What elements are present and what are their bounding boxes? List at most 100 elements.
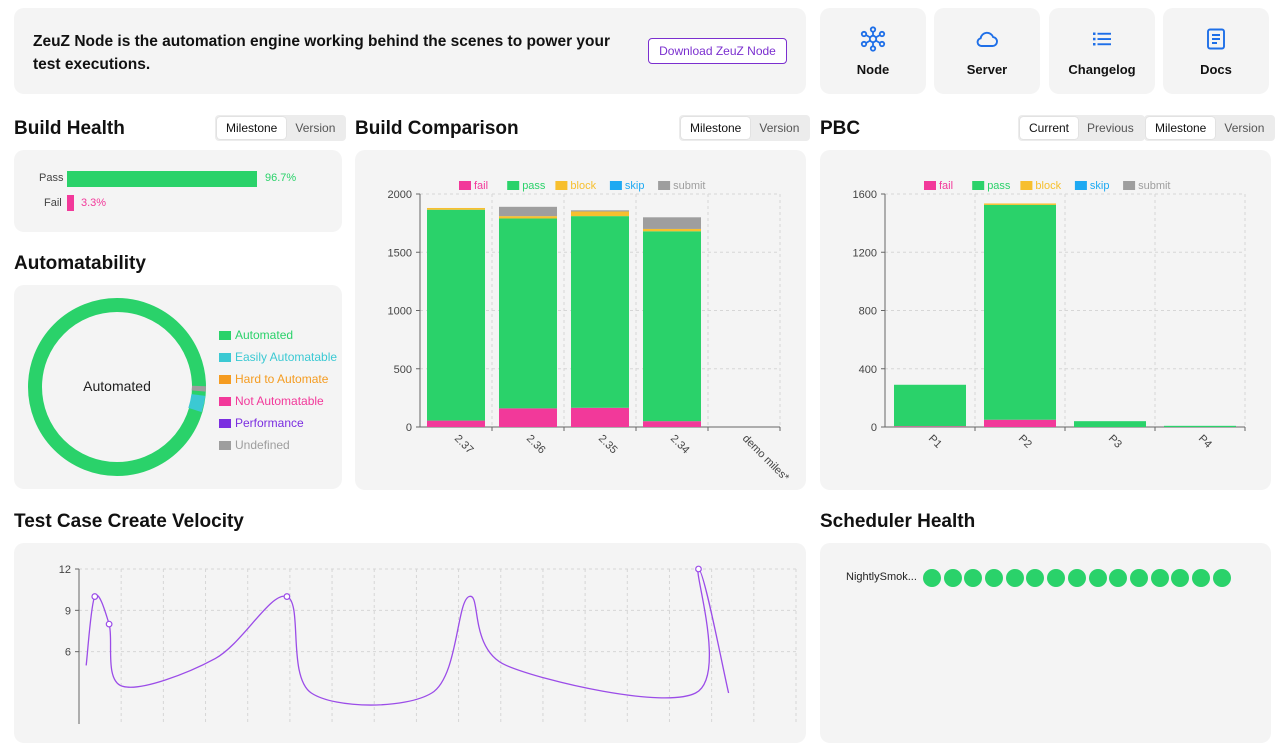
legend-swatch-pass bbox=[972, 181, 984, 190]
fail-label: Fail bbox=[44, 197, 62, 209]
y-tick-label: 9 bbox=[65, 605, 71, 617]
legend-automated: Automated bbox=[219, 328, 337, 342]
y-tick-label: 1200 bbox=[853, 247, 877, 259]
bar-fail bbox=[427, 421, 485, 427]
legend-label-skip: skip bbox=[625, 180, 645, 192]
docs-button[interactable]: Docs bbox=[1163, 8, 1269, 94]
list-icon bbox=[1089, 26, 1115, 52]
bar-fail bbox=[894, 426, 966, 427]
changelog-label: Changelog bbox=[1068, 62, 1135, 77]
scheduler-run-dot[interactable] bbox=[923, 569, 941, 587]
pbc-version-tab[interactable]: Version bbox=[1215, 117, 1273, 139]
y-tick-label: 500 bbox=[394, 364, 412, 376]
scheduler-run-dot[interactable] bbox=[1213, 569, 1231, 587]
y-tick-label: 12 bbox=[59, 564, 71, 576]
scheduler-run-dot[interactable] bbox=[944, 569, 962, 587]
fail-value: 3.3% bbox=[81, 197, 106, 209]
build-comparison-toggle: Milestone Version bbox=[679, 115, 810, 141]
bar-submit bbox=[643, 217, 701, 229]
scheduler-run-dot[interactable] bbox=[1130, 569, 1148, 587]
scheduler-health-title: Scheduler Health bbox=[820, 511, 975, 533]
bar-submit bbox=[499, 207, 557, 216]
pbc-scope-toggle: Milestone Version bbox=[1144, 115, 1275, 141]
build-comparison-milestone-tab[interactable]: Milestone bbox=[681, 117, 750, 139]
scheduler-run-dot[interactable] bbox=[964, 569, 982, 587]
download-node-button[interactable]: Download ZeuZ Node bbox=[648, 38, 787, 64]
legend-label-fail: fail bbox=[474, 180, 488, 192]
bar-pass bbox=[894, 385, 966, 427]
x-tick-label: P2 bbox=[1016, 433, 1034, 451]
legend-easily-automatable: Easily Automatable bbox=[219, 350, 337, 364]
legend-label-pass: pass bbox=[522, 180, 546, 192]
y-tick-label: 1600 bbox=[853, 189, 877, 201]
scheduler-row-label[interactable]: NightlySmok... bbox=[846, 571, 917, 583]
bar-pass bbox=[1164, 426, 1236, 427]
scheduler-run-dot[interactable] bbox=[1089, 569, 1107, 587]
y-tick-label: 2000 bbox=[388, 189, 412, 201]
cloud-icon bbox=[974, 26, 1000, 52]
legend-swatch-skip bbox=[1075, 181, 1087, 190]
scheduler-run-dot[interactable] bbox=[1047, 569, 1065, 587]
fail-bar bbox=[67, 195, 74, 211]
bar-fail bbox=[643, 421, 701, 427]
legend-swatch-skip bbox=[610, 181, 622, 190]
donut-center-label: Automated bbox=[83, 378, 151, 394]
scheduler-run-dot[interactable] bbox=[1006, 569, 1024, 587]
legend-swatch-block bbox=[555, 181, 567, 190]
pass-label: Pass bbox=[39, 172, 63, 184]
scheduler-run-dot[interactable] bbox=[985, 569, 1003, 587]
velocity-title: Test Case Create Velocity bbox=[14, 511, 244, 533]
bar-pass bbox=[1074, 421, 1146, 427]
build-health-card: Pass 96.7% Fail 3.3% bbox=[14, 150, 342, 232]
x-tick-label: demo miles* bbox=[740, 433, 792, 485]
bar-block bbox=[984, 203, 1056, 204]
build-health-version-tab[interactable]: Version bbox=[286, 117, 344, 139]
scheduler-run-dot[interactable] bbox=[1171, 569, 1189, 587]
x-tick-label: P4 bbox=[1196, 433, 1214, 451]
server-button[interactable]: Server bbox=[934, 8, 1040, 94]
pbc-milestone-tab[interactable]: Milestone bbox=[1146, 117, 1215, 139]
scheduler-run-dot[interactable] bbox=[1026, 569, 1044, 587]
scheduler-run-dot[interactable] bbox=[1109, 569, 1127, 587]
y-tick-label: 6 bbox=[65, 647, 71, 659]
velocity-chart: 6 9 12 bbox=[14, 543, 806, 724]
x-tick-label: 2.34 bbox=[668, 433, 692, 457]
bar-fail bbox=[571, 408, 629, 427]
scheduler-run-dot[interactable] bbox=[1192, 569, 1210, 587]
y-tick-label: 400 bbox=[859, 364, 877, 376]
pbc-current-tab[interactable]: Current bbox=[1020, 117, 1078, 139]
velocity-marker bbox=[92, 594, 98, 600]
bar-submit bbox=[571, 210, 629, 211]
velocity-marker bbox=[284, 594, 290, 600]
build-comparison-version-tab[interactable]: Version bbox=[750, 117, 808, 139]
node-label: Node bbox=[857, 62, 890, 77]
node-button[interactable]: Node bbox=[820, 8, 926, 94]
changelog-button[interactable]: Changelog bbox=[1049, 8, 1155, 94]
pbc-previous-tab[interactable]: Previous bbox=[1078, 117, 1143, 139]
y-tick-label: 0 bbox=[406, 422, 412, 434]
server-label: Server bbox=[967, 62, 1007, 77]
bar-block bbox=[499, 216, 557, 218]
bar-pass bbox=[984, 205, 1056, 420]
legend-label-submit: submit bbox=[673, 180, 705, 192]
x-tick-label: P1 bbox=[926, 433, 944, 451]
velocity-marker bbox=[106, 621, 112, 627]
bar-pass bbox=[571, 216, 629, 408]
legend-hard-to-automate: Hard to Automate bbox=[219, 372, 337, 386]
legend-swatch-block bbox=[1020, 181, 1032, 190]
bar-block bbox=[571, 211, 629, 216]
bar-block bbox=[427, 208, 485, 210]
bar-pass bbox=[643, 231, 701, 421]
legend-swatch-fail bbox=[924, 181, 936, 190]
build-health-milestone-tab[interactable]: Milestone bbox=[217, 117, 286, 139]
velocity-marker bbox=[696, 566, 702, 572]
legend-performance: Performance bbox=[219, 416, 337, 430]
legend-not-automatable: Not Automatable bbox=[219, 394, 337, 408]
scheduler-run-dot[interactable] bbox=[1151, 569, 1169, 587]
scheduler-run-dot[interactable] bbox=[1068, 569, 1086, 587]
scheduler-health-card: NightlySmok... bbox=[820, 543, 1271, 743]
legend-label-block: block bbox=[570, 180, 596, 192]
legend-swatch-submit bbox=[658, 181, 670, 190]
intro-text: ZeuZ Node is the automation engine worki… bbox=[33, 30, 633, 76]
